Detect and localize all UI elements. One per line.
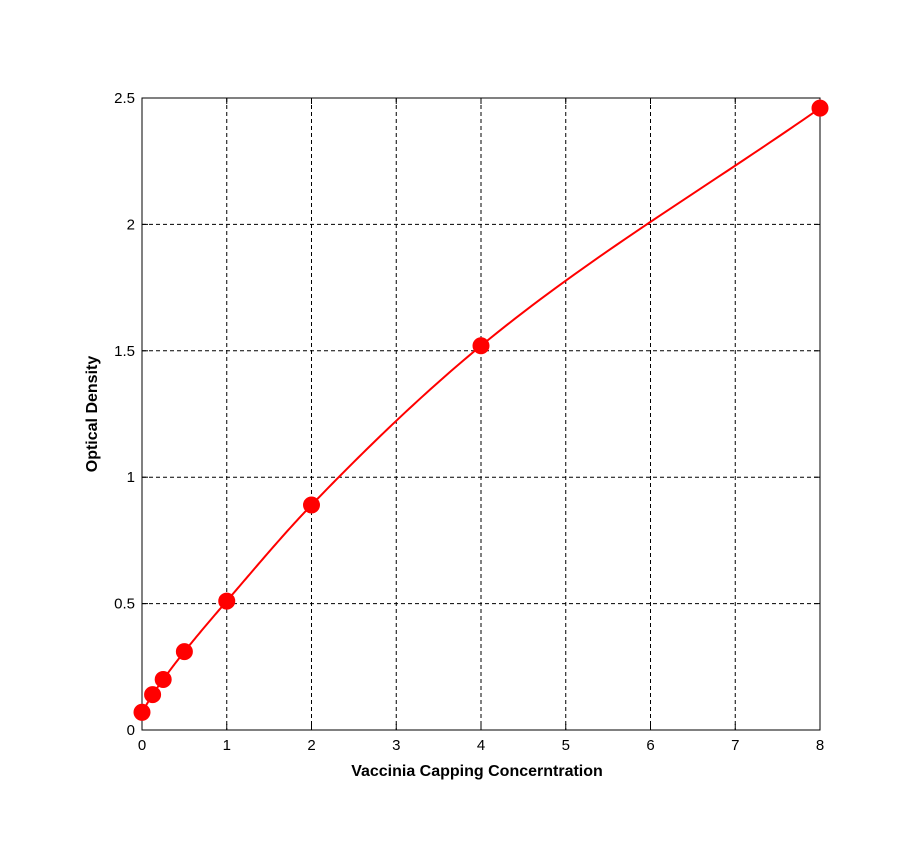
y-tick-label: 0 xyxy=(127,722,135,739)
y-tick-label: 0.5 xyxy=(114,596,135,613)
data-point xyxy=(144,686,162,704)
y-tick-label: 1 xyxy=(127,469,135,486)
x-tick-label: 8 xyxy=(816,737,824,754)
x-tick-label: 5 xyxy=(562,737,570,754)
y-tick-label: 1.5 xyxy=(114,343,135,360)
x-tick-label: 6 xyxy=(646,737,654,754)
x-tick-label: 4 xyxy=(477,737,485,754)
y-axis-title: Optical Density xyxy=(84,356,101,473)
y-tick-label: 2 xyxy=(127,216,135,233)
x-tick-label: 3 xyxy=(392,737,400,754)
x-tick-label: 1 xyxy=(223,737,231,754)
data-points xyxy=(133,99,829,721)
data-point xyxy=(472,337,490,355)
data-point xyxy=(133,703,151,721)
y-tick-labels: 0 0.5 1 1.5 2 2.5 xyxy=(114,90,135,739)
data-point xyxy=(175,643,193,661)
data-point xyxy=(811,99,829,117)
x-tick-label: 0 xyxy=(138,737,146,754)
x-tick-label: 7 xyxy=(731,737,739,754)
axis-ticks xyxy=(141,97,821,731)
data-point xyxy=(154,670,172,688)
y-tick-label: 2.5 xyxy=(114,90,135,107)
data-point xyxy=(303,496,320,514)
x-tick-labels: 0 1 2 3 4 5 6 7 8 xyxy=(138,737,824,754)
x-tick-label: 2 xyxy=(307,737,315,754)
data-point xyxy=(218,592,236,610)
x-axis-title: Vaccinia Capping Concerntration xyxy=(351,763,603,780)
